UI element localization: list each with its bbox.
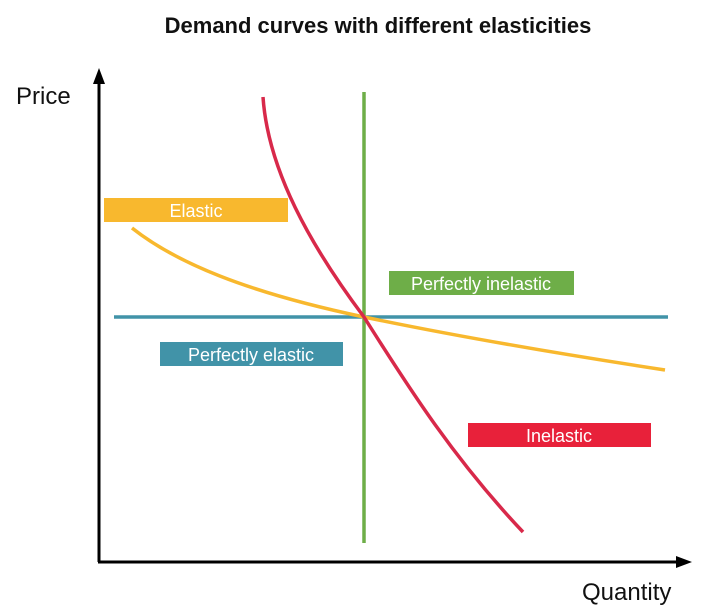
perfectly-inelastic-tag-label: Perfectly inelastic xyxy=(411,274,551,294)
perfectly-inelastic-tag-box xyxy=(389,271,574,295)
y-axis-label: Price xyxy=(16,83,71,110)
elastic-tag: Elastic xyxy=(104,198,288,222)
perfectly-elastic-tag-box xyxy=(160,342,343,366)
x-axis-arrowhead xyxy=(676,556,692,568)
perfectly-elastic-tag-label: Perfectly elastic xyxy=(188,345,314,365)
inelastic-tag: Inelastic xyxy=(468,423,651,447)
perfectly-elastic-tag: Perfectly elastic xyxy=(160,342,343,366)
diagram-title: Demand curves with different elasticitie… xyxy=(165,13,592,38)
y-axis-arrowhead xyxy=(93,68,105,84)
elastic-tag-box xyxy=(104,198,288,222)
inelastic-curve xyxy=(261,96,525,534)
demand-curves xyxy=(114,92,668,543)
elastic-tag-label: Elastic xyxy=(169,201,222,221)
x-axis-label: Quantity xyxy=(582,579,671,606)
perfectly-inelastic-tag: Perfectly inelastic xyxy=(389,271,574,295)
inelastic-tag-box xyxy=(468,423,651,447)
inelastic-tag-label: Inelastic xyxy=(526,426,592,446)
axes xyxy=(93,68,692,568)
